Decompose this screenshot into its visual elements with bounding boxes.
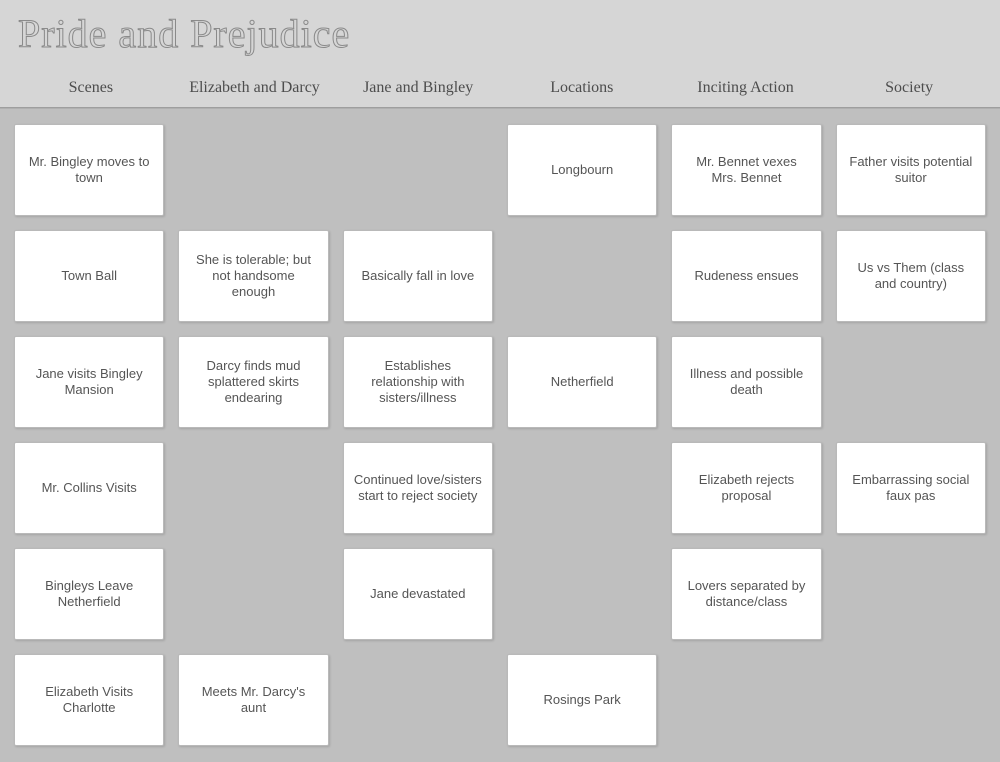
grid-cell bbox=[343, 654, 493, 746]
story-card[interactable]: Embarrassing social faux pas bbox=[836, 442, 986, 534]
grid-cell bbox=[343, 124, 493, 216]
grid-cell: Father visits potential suitor bbox=[836, 124, 986, 216]
story-card[interactable]: Mr. Bennet vexes Mrs. Bennet bbox=[671, 124, 821, 216]
grid-cell: Darcy finds mud splattered skirts endear… bbox=[178, 336, 328, 428]
story-card[interactable]: Elizabeth Visits Charlotte bbox=[14, 654, 164, 746]
story-card-label: Rosings Park bbox=[544, 692, 621, 708]
grid-cell bbox=[836, 336, 986, 428]
column-header: Society bbox=[832, 57, 986, 97]
story-card[interactable]: Father visits potential suitor bbox=[836, 124, 986, 216]
grid-cell bbox=[178, 442, 328, 534]
grid-cell bbox=[836, 548, 986, 640]
story-card-label: She is tolerable; but not handsome enoug… bbox=[189, 252, 317, 301]
column-header: Jane and Bingley bbox=[341, 57, 495, 97]
story-card[interactable]: Rudeness ensues bbox=[671, 230, 821, 322]
story-card-label: Elizabeth Visits Charlotte bbox=[25, 684, 153, 717]
grid-cell bbox=[671, 654, 821, 746]
story-card[interactable]: Meets Mr. Darcy's aunt bbox=[178, 654, 328, 746]
story-card[interactable]: Establishes relationship with sisters/il… bbox=[343, 336, 493, 428]
story-card[interactable]: Mr. Collins Visits bbox=[14, 442, 164, 534]
grid-cell bbox=[178, 548, 328, 640]
grid-cell: Mr. Collins Visits bbox=[14, 442, 164, 534]
grid-cell bbox=[507, 230, 657, 322]
story-card[interactable]: Illness and possible death bbox=[671, 336, 821, 428]
grid-cell: Town Ball bbox=[14, 230, 164, 322]
story-card[interactable]: Town Ball bbox=[14, 230, 164, 322]
grid-cell: Elizabeth Visits Charlotte bbox=[14, 654, 164, 746]
grid-cell: Rudeness ensues bbox=[671, 230, 821, 322]
story-card[interactable]: Netherfield bbox=[507, 336, 657, 428]
story-card[interactable]: Jane devastated bbox=[343, 548, 493, 640]
story-card-label: Illness and possible death bbox=[682, 366, 810, 399]
grid-cell: Elizabeth rejects proposal bbox=[671, 442, 821, 534]
column-header: Scenes bbox=[14, 57, 168, 97]
grid-cell bbox=[178, 124, 328, 216]
story-card-label: Father visits potential suitor bbox=[847, 154, 975, 187]
story-card[interactable]: Continued love/sisters start to reject s… bbox=[343, 442, 493, 534]
story-card-label: Bingleys Leave Netherfield bbox=[25, 578, 153, 611]
grid-cell bbox=[507, 442, 657, 534]
story-card-label: Establishes relationship with sisters/il… bbox=[354, 358, 482, 407]
story-card-label: Longbourn bbox=[551, 162, 613, 178]
story-card[interactable]: Darcy finds mud splattered skirts endear… bbox=[178, 336, 328, 428]
story-card-label: Darcy finds mud splattered skirts endear… bbox=[189, 358, 317, 407]
page-title: Pride and Prejudice bbox=[0, 0, 1000, 57]
story-card-label: Lovers separated by distance/class bbox=[682, 578, 810, 611]
story-card[interactable]: Us vs Them (class and country) bbox=[836, 230, 986, 322]
story-card-label: Jane devastated bbox=[370, 586, 465, 602]
grid-cell: Bingleys Leave Netherfield bbox=[14, 548, 164, 640]
story-card-label: Netherfield bbox=[551, 374, 614, 390]
grid-cell: Basically fall in love bbox=[343, 230, 493, 322]
story-card[interactable]: Rosings Park bbox=[507, 654, 657, 746]
grid-cell: Longbourn bbox=[507, 124, 657, 216]
story-card-label: Continued love/sisters start to reject s… bbox=[354, 472, 482, 505]
grid-cell: Netherfield bbox=[507, 336, 657, 428]
story-card-label: Basically fall in love bbox=[361, 268, 474, 284]
grid-cell: Mr. Bingley moves to town bbox=[14, 124, 164, 216]
story-grid: Mr. Bingley moves to town Longbourn Mr. Be… bbox=[0, 108, 1000, 762]
story-card-label: Elizabeth rejects proposal bbox=[682, 472, 810, 505]
grid-cell: Establishes relationship with sisters/il… bbox=[343, 336, 493, 428]
story-card[interactable]: Longbourn bbox=[507, 124, 657, 216]
story-card[interactable]: Lovers separated by distance/class bbox=[671, 548, 821, 640]
story-card[interactable]: Bingleys Leave Netherfield bbox=[14, 548, 164, 640]
grid-cell: Illness and possible death bbox=[671, 336, 821, 428]
column-header: Locations bbox=[505, 57, 659, 97]
story-card-label: Jane visits Bingley Mansion bbox=[25, 366, 153, 399]
grid-cell: Jane devastated bbox=[343, 548, 493, 640]
story-card-label: Mr. Bennet vexes Mrs. Bennet bbox=[682, 154, 810, 187]
grid-cell: Meets Mr. Darcy's aunt bbox=[178, 654, 328, 746]
grid-cell: Mr. Bennet vexes Mrs. Bennet bbox=[671, 124, 821, 216]
grid-cell: Rosings Park bbox=[507, 654, 657, 746]
story-card-label: Rudeness ensues bbox=[694, 268, 798, 284]
story-card[interactable]: Mr. Bingley moves to town bbox=[14, 124, 164, 216]
column-header: Elizabeth and Darcy bbox=[178, 57, 332, 97]
story-card[interactable]: Basically fall in love bbox=[343, 230, 493, 322]
grid-cell: Jane visits Bingley Mansion bbox=[14, 336, 164, 428]
story-card[interactable]: Elizabeth rejects proposal bbox=[671, 442, 821, 534]
story-card-label: Town Ball bbox=[61, 268, 117, 284]
grid-cell: She is tolerable; but not handsome enoug… bbox=[178, 230, 328, 322]
header: Pride and Prejudice Scenes Elizabeth and… bbox=[0, 0, 1000, 108]
grid-cell bbox=[836, 654, 986, 746]
grid-cell: Embarrassing social faux pas bbox=[836, 442, 986, 534]
column-header: Inciting Action bbox=[669, 57, 823, 97]
story-card-label: Us vs Them (class and country) bbox=[847, 260, 975, 293]
grid-cell bbox=[507, 548, 657, 640]
story-card-label: Mr. Bingley moves to town bbox=[25, 154, 153, 187]
grid-cell: Lovers separated by distance/class bbox=[671, 548, 821, 640]
story-card[interactable]: She is tolerable; but not handsome enoug… bbox=[178, 230, 328, 322]
grid-cell: Us vs Them (class and country) bbox=[836, 230, 986, 322]
story-card-label: Embarrassing social faux pas bbox=[847, 472, 975, 505]
story-card-label: Mr. Collins Visits bbox=[42, 480, 137, 496]
grid-cell: Continued love/sisters start to reject s… bbox=[343, 442, 493, 534]
story-card-label: Meets Mr. Darcy's aunt bbox=[189, 684, 317, 717]
column-headers: Scenes Elizabeth and Darcy Jane and Bing… bbox=[0, 57, 1000, 103]
story-card[interactable]: Jane visits Bingley Mansion bbox=[14, 336, 164, 428]
